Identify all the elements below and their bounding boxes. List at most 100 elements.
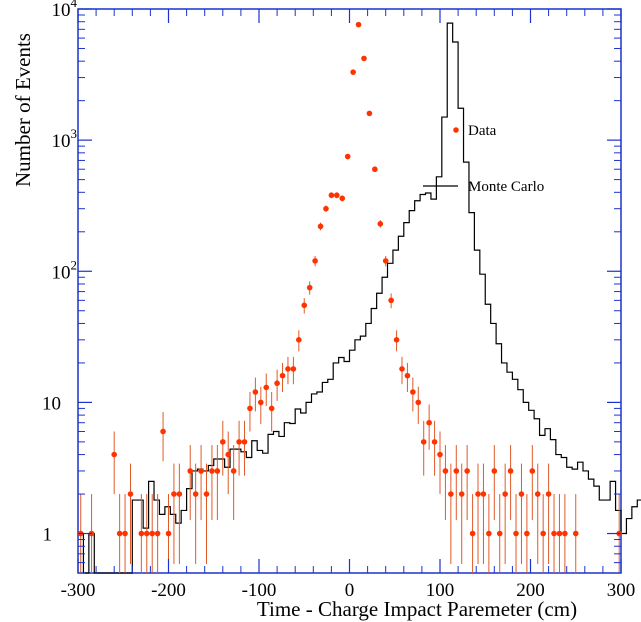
legend-data-marker [453, 127, 459, 133]
y-axis-title: Number of Events [11, 33, 35, 187]
data-point [312, 258, 318, 264]
legend: Data Monte Carlo [423, 123, 544, 195]
data-point [562, 530, 568, 537]
data-point [285, 366, 291, 372]
data-point [306, 284, 313, 291]
data-point [236, 439, 242, 445]
data-point [334, 192, 340, 199]
data-point [431, 439, 438, 445]
data-point [230, 468, 237, 474]
x-axis-title: Time - Charge Impact Paremeter (cm) [257, 597, 577, 621]
data-point [252, 389, 259, 395]
data-point [127, 491, 134, 497]
data-point [545, 491, 552, 497]
data-point [507, 468, 514, 474]
data-point [534, 491, 541, 497]
data-points-layer [77, 21, 622, 573]
data-point [290, 366, 297, 372]
data-point [458, 491, 465, 497]
monte-carlo-layer [78, 22, 641, 574]
data-point [138, 530, 145, 537]
x-tick-label: -300 [61, 580, 96, 601]
data-point [225, 451, 232, 458]
data-point [556, 530, 563, 537]
data-point [116, 530, 123, 537]
data-point [328, 192, 335, 199]
data-point [350, 69, 356, 75]
x-tick-label: 100 [426, 580, 455, 601]
data-point [171, 491, 177, 497]
data-point [203, 491, 210, 497]
data-point [258, 399, 264, 406]
data-point [448, 491, 454, 497]
y-tick-label: 103 [52, 126, 78, 152]
data-point [143, 530, 150, 537]
data-point [540, 530, 546, 537]
data-point [486, 530, 492, 537]
x-tick-label: 200 [516, 580, 545, 601]
data-point [198, 468, 204, 474]
data-point [426, 419, 432, 426]
data-point [388, 297, 394, 304]
legend-data-label: Data [468, 123, 497, 139]
y-tick-label: 1 [43, 525, 53, 546]
data-point [263, 384, 270, 391]
data-point [361, 55, 367, 62]
data-point [165, 530, 172, 537]
data-point [513, 530, 519, 537]
plot-frame [77, 8, 622, 574]
y-tick-label: 10 [42, 393, 61, 414]
data-point [420, 439, 427, 445]
data-point [491, 468, 498, 474]
data-point [317, 223, 324, 230]
data-point [572, 530, 579, 537]
data-point [192, 491, 199, 497]
x-tick-label: 0 [345, 580, 355, 601]
monte-carlo-histogram [78, 22, 641, 574]
data-point [154, 530, 161, 537]
data-point [247, 405, 253, 412]
data-point [296, 337, 302, 343]
data-point [551, 530, 557, 537]
y-tick-label: 102 [52, 257, 78, 283]
data-point [469, 530, 476, 537]
data-point [366, 110, 373, 117]
data-point [344, 153, 351, 160]
data-point [111, 451, 117, 458]
data-point [279, 372, 286, 379]
data-point [214, 468, 221, 474]
data-point [339, 195, 346, 202]
data-point [209, 468, 215, 474]
data-point [149, 530, 156, 537]
data-point [301, 302, 308, 309]
x-tick-label: -100 [242, 580, 277, 601]
data-point [442, 468, 449, 474]
data-point [496, 530, 503, 537]
data-point [393, 337, 400, 343]
data-point [437, 451, 443, 458]
data-point [377, 221, 384, 227]
data-point [399, 366, 405, 372]
data-point [372, 166, 378, 173]
data-point [220, 439, 226, 445]
axes-layer: -300 -200 -100 0 100 200 300 1 10 102 103 104 [42, 0, 635, 601]
data-point [464, 468, 470, 474]
data-point [176, 491, 183, 497]
data-point [480, 491, 487, 497]
data-point [355, 21, 362, 28]
data-point [274, 380, 280, 387]
data-point [502, 491, 508, 497]
data-point [415, 399, 422, 406]
data-point [475, 491, 481, 497]
data-point [187, 468, 194, 474]
data-point [518, 491, 525, 497]
x-tick-label: -200 [151, 580, 186, 601]
data-point [382, 258, 389, 264]
data-point [241, 439, 248, 445]
legend-mc-label: Monte Carlo [468, 179, 544, 195]
data-point [524, 530, 530, 537]
data-point [410, 389, 416, 395]
y-tick-label: 104 [52, 0, 78, 21]
data-point [268, 405, 275, 412]
